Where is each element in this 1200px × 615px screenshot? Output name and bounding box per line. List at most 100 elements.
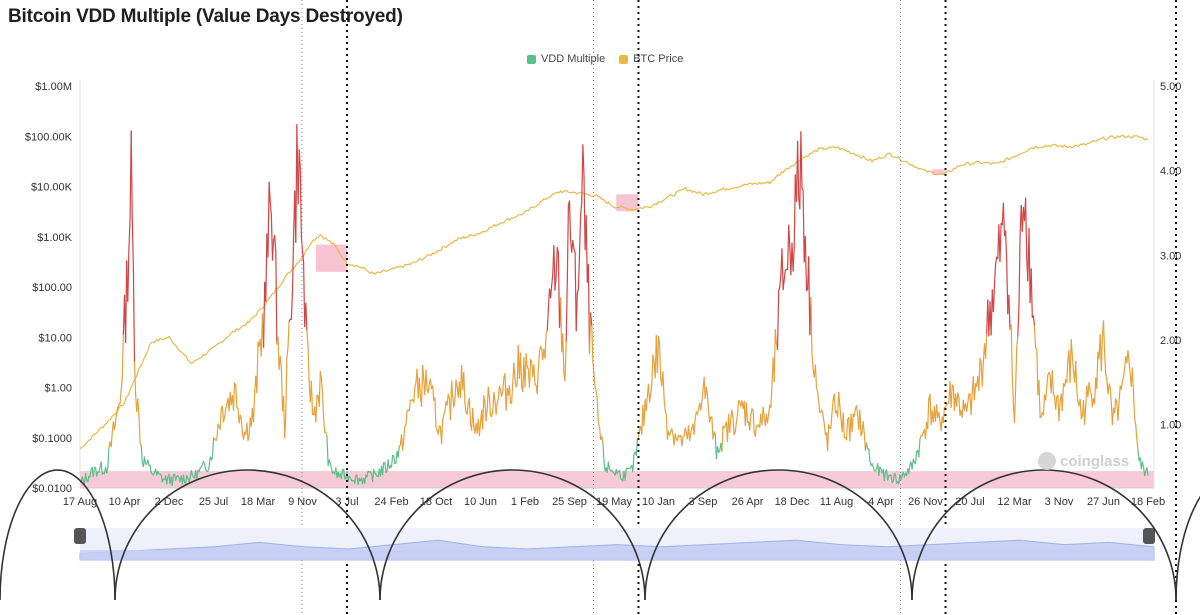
x-tick-label: 24 Feb: [374, 496, 408, 508]
y-left-tick-label: $100.00: [32, 282, 72, 294]
vdd-segment: [830, 412, 833, 429]
vdd-segment: [492, 392, 495, 413]
coinglass-logo-icon: [1038, 452, 1056, 470]
vdd-segment: [441, 419, 444, 445]
vdd-segment: [750, 408, 753, 416]
vdd-segment: [776, 290, 780, 351]
vdd-segment: [1102, 320, 1106, 353]
vdd-segment: [957, 392, 960, 399]
vdd-segment: [403, 426, 406, 441]
y-right-tick-label: 5.00: [1160, 81, 1181, 93]
vdd-segment: [443, 410, 446, 416]
legend-item-vdd[interactable]: VDD Multiple: [527, 53, 605, 65]
vdd-segment: [731, 409, 734, 418]
legend-item-btc[interactable]: BTC Price: [619, 53, 683, 65]
vdd-segment: [981, 360, 985, 387]
vdd-segment: [811, 353, 814, 371]
vdd-segment: [279, 355, 282, 369]
vdd-segment: [618, 469, 622, 480]
x-tick-label: 4 Apr: [868, 496, 894, 508]
vdd-segment: [224, 408, 227, 419]
x-tick-label: 2 Dec: [155, 496, 184, 508]
vdd-segment: [128, 217, 131, 251]
vdd-segment: [607, 461, 611, 471]
vdd-segment: [816, 391, 820, 402]
vdd-segment: [919, 434, 922, 441]
vdd-segment: [632, 452, 635, 473]
vdd-segment: [1033, 325, 1037, 349]
x-tick-label: 9 Nov: [288, 496, 317, 508]
vdd-segment: [572, 240, 575, 250]
vdd-segment: [681, 436, 684, 447]
vdd-segment: [978, 357, 981, 391]
vdd-segment: [454, 379, 457, 402]
vdd-segment: [1128, 361, 1131, 375]
vdd-segment: [668, 430, 672, 436]
vdd-segment: [573, 248, 576, 254]
x-tick-label: 25 Sep: [552, 496, 587, 508]
vdd-segment: [1121, 376, 1125, 382]
vdd-segment: [390, 455, 394, 468]
vdd-segment: [745, 402, 749, 423]
cycle-arc-2: [379, 469, 646, 601]
vdd-segment: [754, 425, 758, 437]
vdd-segment: [149, 464, 152, 474]
y-left-tick-label: $10.00: [38, 332, 72, 344]
vdd-segment: [594, 386, 597, 392]
vdd-segment: [130, 130, 133, 221]
vdd-segment: [323, 417, 326, 433]
vdd-segment: [140, 444, 143, 464]
vdd-segment: [770, 384, 773, 409]
vdd-segment: [1024, 197, 1028, 258]
vdd-segment: [298, 149, 301, 169]
vdd-segment: [274, 234, 277, 252]
vdd-segment: [451, 380, 454, 397]
vdd-segment: [800, 131, 803, 189]
vdd-segment: [1122, 367, 1126, 378]
vdd-segment: [116, 407, 119, 413]
vdd-segment: [729, 417, 732, 433]
vdd-segment: [132, 267, 136, 363]
vdd-segment: [277, 336, 280, 370]
vdd-segment: [328, 459, 331, 464]
cycle-arc-3: [644, 469, 913, 601]
vdd-segment: [663, 397, 666, 411]
y-left-tick-label: $0.0100: [32, 483, 72, 495]
vdd-segment: [271, 239, 275, 261]
vdd-segment: [588, 312, 592, 354]
vdd-segment: [711, 416, 714, 440]
vdd-segment: [256, 341, 259, 394]
vdd-segment: [463, 372, 466, 403]
vdd-segment: [329, 462, 332, 469]
vdd-segment: [709, 416, 712, 423]
x-tick-label: 17 Aug: [63, 496, 97, 508]
vdd-segment: [705, 386, 709, 395]
vdd-segment: [326, 435, 329, 467]
vdd-segment: [696, 408, 700, 415]
cycle-arc-0: [0, 469, 116, 601]
vdd-segment: [1117, 400, 1120, 421]
vdd-segment: [887, 475, 890, 481]
vdd-segment: [106, 467, 109, 474]
vdd-segment: [533, 364, 536, 386]
vdd-segment: [1055, 396, 1058, 410]
vdd-segment: [562, 333, 565, 375]
vdd-segment: [1038, 379, 1041, 419]
vdd-segment: [970, 392, 973, 416]
vdd-segment: [1016, 335, 1019, 350]
vdd-segment: [347, 475, 350, 482]
vdd-segment: [114, 411, 118, 422]
vdd-segment: [766, 413, 770, 424]
vdd-segment: [305, 302, 308, 331]
vdd-segment: [842, 412, 845, 438]
vdd-segment: [493, 392, 496, 402]
vdd-segment: [511, 382, 514, 404]
vdd-segment: [716, 446, 720, 453]
x-tick-label: 26 Apr: [732, 496, 764, 508]
vdd-segment: [924, 421, 928, 439]
vdd-segment: [1100, 335, 1104, 372]
legend-swatch-btc: [619, 54, 629, 64]
vdd-segment: [219, 407, 222, 430]
vdd-segment: [420, 364, 424, 407]
vdd-segment: [100, 461, 103, 475]
